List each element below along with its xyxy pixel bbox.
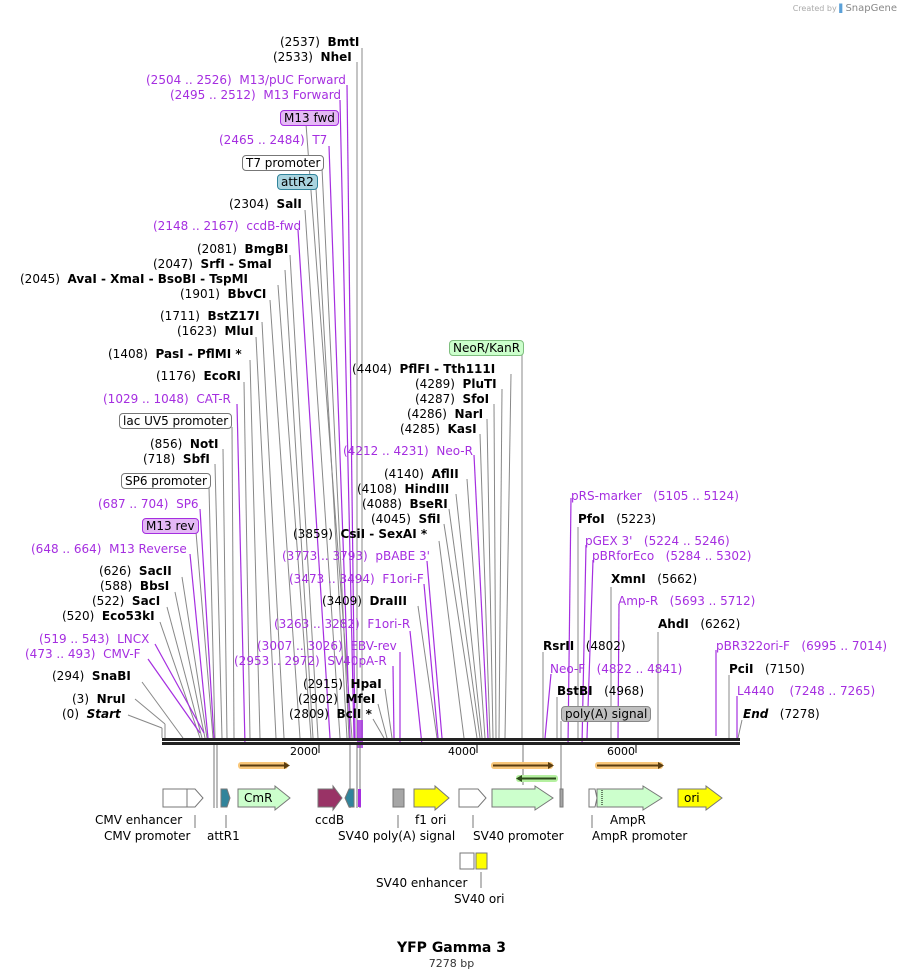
primer-label-amp-r[interactable]: Amp-R (5693 .. 5712) <box>618 594 756 608</box>
enzyme-label-sacii[interactable]: (626) SacII <box>99 564 172 578</box>
enzyme-label-bmti[interactable]: (2537) BmtI <box>280 35 360 49</box>
enzyme-label-saci[interactable]: (522) SacI <box>92 594 161 608</box>
ruler-tick-2000: 2000 <box>290 745 318 758</box>
enzyme-label-pfoi[interactable]: PfoI (5223) <box>578 512 657 526</box>
enzyme-label-hpai[interactable]: (2915) HpaI <box>303 677 382 691</box>
enzyme-label-bbsi[interactable]: (588) BbsI <box>100 579 170 593</box>
primer-label-sp6[interactable]: (687 .. 704) SP6 <box>98 497 199 511</box>
gene-label-ccdb[interactable]: ccdB <box>315 813 345 827</box>
enzyme-label-bstbi[interactable]: BstBI (4968) <box>557 684 644 698</box>
primer-label-neo-r[interactable]: (4212 .. 4231) Neo-R <box>343 444 473 458</box>
gene-label-cmr[interactable]: CmR <box>244 791 273 805</box>
enzyme-label-csii-sexai[interactable]: (3859) CsiI - SexAI * <box>293 527 428 541</box>
gene-label-cmv-promoter[interactable]: CMV promoter <box>104 829 191 843</box>
primer-label-prs-marker[interactable]: pRS-marker (5105 .. 5124) <box>571 489 739 503</box>
primer-label-cmv-f[interactable]: (473 .. 493) CMV-F <box>25 647 141 661</box>
enzyme-label-snabi[interactable]: (294) SnaBI <box>52 669 131 683</box>
enzyme-label-draiii[interactable]: (3409) DraIII <box>322 594 407 608</box>
enzyme-label-ahdi[interactable]: AhdI (6262) <box>658 617 741 631</box>
map-title: YFP Gamma 3 <box>396 940 506 956</box>
enzyme-label-nari[interactable]: (4286) NarI <box>407 407 484 421</box>
enzyme-label-rsrii[interactable]: RsrII (4802) <box>543 639 626 653</box>
gene-label-sv40-polya[interactable]: SV40 poly(A) signal <box>338 829 456 843</box>
gene-label-sv40-ori[interactable]: SV40 ori <box>454 892 505 906</box>
enzyme-label-sfii[interactable]: (4045) SfiI <box>371 512 441 526</box>
enzyme-label-pluti[interactable]: (4289) PluTI <box>415 377 497 391</box>
enzyme-label-sali[interactable]: (2304) SalI <box>229 197 302 211</box>
enzyme-label-nhei[interactable]: (2533) NheI <box>273 50 352 64</box>
enzyme-label-noti[interactable]: (856) NotI <box>150 437 219 451</box>
feature-label-polya-signal[interactable]: poly(A) signal <box>561 706 652 722</box>
enzyme-label-avai-group[interactable]: (2045) AvaI - XmaI - BsoBI - TspMI <box>20 272 248 286</box>
feature-label-m13-fwd[interactable]: M13 fwd <box>280 110 339 126</box>
gene-label-cmv-enhancer[interactable]: CMV enhancer <box>95 813 183 827</box>
enzyme-label-ecori[interactable]: (1176) EcoRI <box>156 369 241 383</box>
feature-label-neor-kanr[interactable]: NeoR/KanR <box>449 340 525 356</box>
primer-label-neo-f[interactable]: Neo-F (4822 .. 4841) <box>550 662 683 676</box>
enzyme-label-kasi[interactable]: (4285) KasI <box>400 422 477 436</box>
enzyme-label-mfei[interactable]: (2902) MfeI <box>298 692 376 706</box>
primer-label-t7[interactable]: (2465 .. 2484) T7 <box>219 133 328 147</box>
primer-label-f1ori-f[interactable]: (3473 .. 3494) F1ori-F <box>289 572 424 586</box>
enzyme-label-bbvci[interactable]: (1901) BbvCI <box>180 287 267 301</box>
enzyme-label-bseri[interactable]: (4088) BseRI <box>362 497 448 511</box>
gene-label-sv40-promoter[interactable]: SV40 promoter <box>473 829 564 843</box>
enzyme-label-sfoi[interactable]: (4287) SfoI <box>415 392 490 406</box>
map-length: 7278 bp <box>428 957 475 970</box>
gene-label-ampr-promoter[interactable]: AmpR promoter <box>592 829 688 843</box>
feature-label-t7-promoter[interactable]: T7 promoter <box>242 155 325 171</box>
ruler-tick-4000: 4000 <box>448 745 476 758</box>
feature-label-lac-uv5-promoter[interactable]: lac UV5 promoter <box>119 413 233 429</box>
primer-label-m13-puc-forward[interactable]: (2504 .. 2526) M13/pUC Forward <box>146 73 346 87</box>
enzyme-label-pcii[interactable]: PciI (7150) <box>729 662 805 676</box>
ruler-tick-6000: 6000 <box>607 745 635 758</box>
gene-label-attr1[interactable]: attR1 <box>207 829 240 843</box>
primer-label-l4440[interactable]: L4440 (7248 .. 7265) <box>737 684 876 698</box>
enzyme-label-sbfi[interactable]: (718) SbfI <box>143 452 210 466</box>
enzyme-label-nrui[interactable]: (3) NruI <box>72 692 126 706</box>
enzyme-label-xmni[interactable]: XmnI (5662) <box>611 572 698 586</box>
feature-label-m13-rev[interactable]: M13 rev <box>142 518 199 534</box>
primer-label-cat-r[interactable]: (1029 .. 1048) CAT-R <box>103 392 231 406</box>
primer-label-sv40pa-r[interactable]: (2953 .. 2972) SV40pA-R <box>234 654 387 668</box>
enzyme-label-bcli[interactable]: (2809) BclI * <box>289 707 372 721</box>
enzyme-label-srfi-smai[interactable]: (2047) SrfI - SmaI <box>153 257 272 271</box>
primer-label-pbr322ori-f[interactable]: pBR322ori-F (6995 .. 7014) <box>716 639 888 653</box>
primer-label-pbabe-3[interactable]: (3773 .. 3793) pBABE 3' <box>282 549 430 563</box>
gene-label-ori[interactable]: ori <box>684 791 700 805</box>
end-label[interactable]: End (7278) <box>743 707 820 721</box>
enzyme-label-pasi-pflmi[interactable]: (1408) PasI - PflMI * <box>108 347 242 361</box>
feature-label-sp6-promoter[interactable]: SP6 promoter <box>121 473 211 489</box>
gene-label-f1-ori[interactable]: f1 ori <box>415 813 447 827</box>
primer-label-m13-reverse[interactable]: (648 .. 664) M13 Reverse <box>31 542 187 556</box>
enzyme-label-bmgbi[interactable]: (2081) BmgBI <box>197 242 289 256</box>
snapgene-credit: Created by ▌SnapGene <box>792 3 897 14</box>
enzyme-label-pflfi-tth111i[interactable]: (4404) PflFI - Tth111I <box>352 362 496 376</box>
snapgene-logo-icon: ▌ <box>839 4 846 13</box>
enzyme-label-hindiii[interactable]: (4108) HindIII <box>357 482 450 496</box>
start-label[interactable]: (0) Start <box>62 707 121 721</box>
feature-label-attr2[interactable]: attR2 <box>277 174 318 190</box>
enzyme-label-bstz17i[interactable]: (1711) BstZ17I <box>160 309 260 323</box>
primer-label-m13-forward[interactable]: (2495 .. 2512) M13 Forward <box>170 88 342 102</box>
primer-label-ebv-rev[interactable]: (3007 .. 3026) EBV-rev <box>257 639 397 653</box>
gene-label-sv40-enhancer[interactable]: SV40 enhancer <box>376 876 468 890</box>
primer-label-lncx[interactable]: (519 .. 543) LNCX <box>39 632 150 646</box>
enzyme-label-aflii[interactable]: (4140) AflII <box>384 467 459 481</box>
enzyme-label-mlui[interactable]: (1623) MluI <box>177 324 254 338</box>
primer-label-ccdb-fwd[interactable]: (2148 .. 2167) ccdB-fwd <box>153 219 302 233</box>
primer-label-pbrforeco[interactable]: pBRforEco (5284 .. 5302) <box>592 549 752 563</box>
gene-label-ampr[interactable]: AmpR <box>610 813 646 827</box>
enzyme-label-eco53ki[interactable]: (520) Eco53kI <box>62 609 155 623</box>
primer-label-f1ori-r[interactable]: (3263 .. 3282) F1ori-R <box>274 617 411 631</box>
primer-label-pgex-3[interactable]: pGEX 3' (5224 .. 5246) <box>585 534 730 548</box>
